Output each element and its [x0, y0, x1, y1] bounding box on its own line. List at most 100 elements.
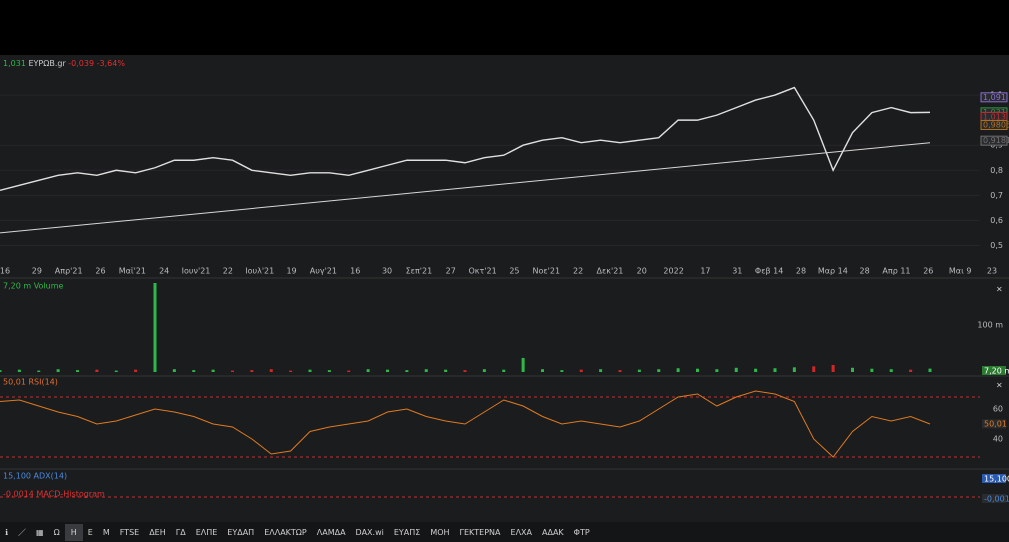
toolbar-item[interactable]: ΜΟΗ: [430, 527, 450, 537]
volume-bar: [37, 370, 41, 372]
volume-bar: [134, 369, 138, 372]
price-label: 1,091: [983, 93, 1006, 102]
x-label: Μαι 9: [949, 267, 972, 276]
toolbar-item[interactable]: ΕΛΧΑ: [510, 527, 532, 537]
toolbar-item[interactable]: DAX.wi: [355, 527, 384, 537]
volume-badge: [982, 366, 1006, 375]
volume-bar: [657, 369, 661, 372]
x-label: 25: [509, 267, 519, 276]
toolbar-item[interactable]: Ω: [53, 527, 60, 537]
toolbar-item[interactable]: ΑΔΑΚ: [542, 527, 564, 537]
x-label: 28: [796, 267, 806, 276]
x-label: Σεπ'21: [406, 267, 433, 276]
volume-bar: [405, 370, 409, 372]
toolbar-item[interactable]: ΕΥΑΠΣ: [393, 527, 421, 537]
x-label: 30: [382, 267, 392, 276]
toolbar-item[interactable]: ΛΑΜΔΑ: [316, 527, 346, 537]
volume-bar: [153, 283, 157, 372]
y-tick-label: 0,7: [990, 191, 1003, 200]
volume-bar: [541, 369, 544, 372]
x-label: Οκτ'21: [468, 267, 496, 276]
x-label: 27: [446, 267, 456, 276]
rsi-title: 50,01 RSI(14): [3, 378, 58, 387]
volume-bar: [521, 357, 525, 372]
x-label: Μαϊ'21: [119, 267, 146, 276]
adx-last: 15,100: [984, 475, 1009, 484]
volume-bar: [696, 368, 699, 372]
x-label: 31: [732, 267, 742, 276]
volume-bar: [812, 366, 816, 372]
chart-bg: [0, 55, 1009, 522]
rsi-last: 50,01: [984, 419, 1007, 428]
volume-bar: [347, 370, 351, 372]
volume-bar: [17, 369, 21, 372]
last: 1,031: [3, 59, 26, 68]
rsi-badge: [982, 419, 1006, 429]
toolbar-item[interactable]: ΓΕΚΤΕΡΝΑ: [459, 527, 501, 537]
close-icon[interactable]: ×: [996, 381, 1003, 390]
volume-bar: [560, 370, 564, 372]
x-label: 19: [286, 267, 296, 276]
volume-bar: [114, 370, 118, 372]
toolbar-item[interactable]: Ε: [87, 527, 93, 537]
volume-bar: [889, 369, 893, 372]
x-label: 22: [223, 267, 233, 276]
volume-title: 7,20 m Volume: [3, 282, 64, 291]
x-label: Φεβ 14: [755, 267, 783, 276]
volume-bar: [734, 367, 738, 372]
volume-bar: [851, 367, 854, 372]
y-tick-label: 0,5: [990, 241, 1003, 250]
x-label: 16: [0, 267, 10, 276]
macd-badge: [982, 494, 1006, 503]
x-label: Αυγ'21: [310, 267, 337, 276]
volume-bar: [269, 369, 273, 372]
volume-bar: [386, 369, 389, 372]
adx-title: 15,100 ADX(14): [3, 472, 67, 481]
price-badge: [980, 135, 1008, 146]
toolbar-item[interactable]: ΦΤΡ: [573, 527, 590, 537]
top-bar: [0, 0, 1009, 55]
volume-bar: [444, 369, 448, 372]
volume-bar: [676, 368, 680, 372]
close-icon[interactable]: ×: [996, 285, 1003, 294]
volume-bar: [909, 369, 913, 372]
x-label: Νοε'21: [532, 267, 560, 276]
symbol: ΕΥΡΩΒ.gr: [28, 59, 66, 68]
volume-bar: [327, 370, 331, 372]
tool-icon[interactable]: ▦: [36, 527, 44, 537]
volume-bar: [792, 367, 796, 372]
volume-bar: [56, 369, 60, 372]
volume-bar: [366, 369, 370, 372]
x-label: 20: [637, 267, 647, 276]
volume-bar: [95, 369, 99, 372]
volume-last: 7,20 m: [984, 367, 1009, 376]
volume-bar: [463, 370, 467, 372]
moving-average: [0, 142, 931, 234]
tool-icon[interactable]: ／: [18, 527, 27, 537]
toolbar-item[interactable]: ΓΔ: [175, 527, 186, 537]
volume-bar: [76, 370, 79, 372]
volume-bar: [754, 368, 758, 372]
volume-bar: [637, 369, 641, 372]
toolbar-item[interactable]: ΕΥΔΑΠ: [227, 527, 255, 537]
rsi-line: [0, 390, 931, 458]
x-label: 26: [923, 267, 933, 276]
price-label: 0,9181: [983, 136, 1009, 145]
x-label: Μαρ 14: [818, 267, 848, 276]
tool-icon[interactable]: ℹ: [5, 527, 9, 537]
toolbar-item[interactable]: FTSE: [119, 527, 140, 537]
x-label: 17: [700, 267, 710, 276]
x-label: 24: [159, 267, 169, 276]
toolbar: ℹ ／ ▦ Ω Η Ε Μ FTSE ΔΕΗ ΓΔ ΕΛΠΕ ΕΥΔΑΠ ΕΛΛΑΚΤΩΡ ΛΑΜΔΑ DA…: [0, 522, 1009, 542]
toolbar-item[interactable]: ΕΛΛΑΚΤΩΡ: [264, 527, 307, 537]
volume-bar: [482, 369, 486, 372]
toolbar-item[interactable]: ΕΛΠΕ: [195, 527, 218, 537]
toolbar-item[interactable]: Η: [64, 523, 83, 541]
y-tick-label: 40: [993, 435, 1003, 444]
toolbar-item[interactable]: Μ: [102, 527, 110, 537]
toolbar-item[interactable]: ΔΕΗ: [149, 527, 166, 537]
x-label: 26: [95, 267, 105, 276]
change: -0,039 -3,64%: [68, 59, 125, 68]
macd-title: -0,0014 MACD-Histogram: [3, 490, 105, 499]
